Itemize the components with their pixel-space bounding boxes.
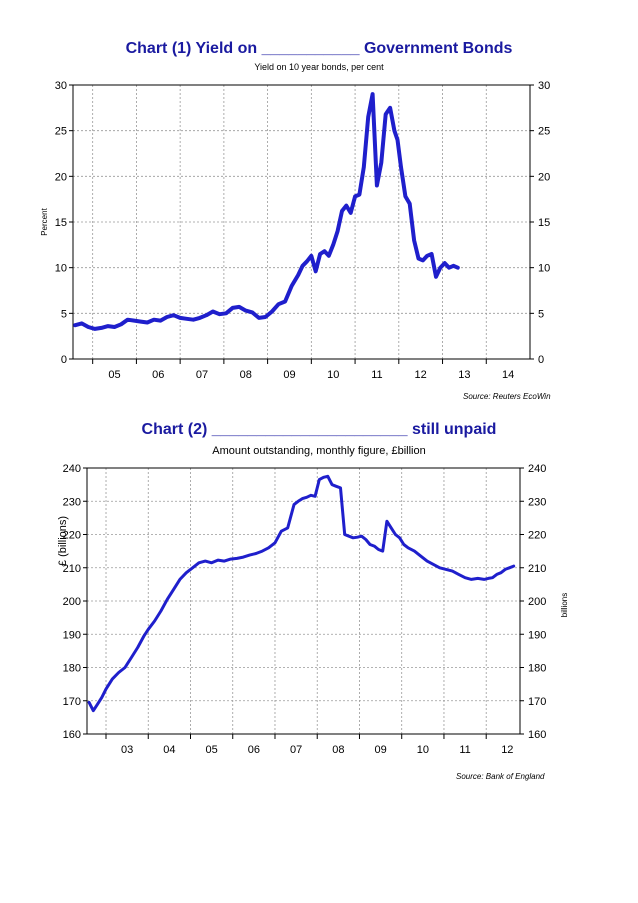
chart2-ytick-label-right: 230	[528, 496, 546, 508]
chart2-ylabel-right: billions	[560, 593, 569, 617]
chart2-ytick-label-right: 180	[528, 663, 546, 675]
chart1-ylabel: Percent	[40, 207, 49, 235]
chart2-xtick-label: 04	[163, 744, 175, 756]
chart2-title: Chart (2) ______________________ still u…	[141, 421, 497, 438]
chart2-ytick-label-right: 210	[528, 563, 546, 575]
chart1-ytick-label-left: 30	[55, 80, 67, 92]
chart1-ytick-label-right: 5	[538, 308, 544, 320]
chart1-ytick-label-right: 20	[538, 171, 550, 183]
chart2-ytick-label-left: 230	[63, 496, 81, 508]
chart1-xtick-label: 05	[108, 369, 120, 381]
chart2-ytick-label-right: 170	[528, 696, 546, 708]
chart1-xtick-label: 10	[327, 369, 339, 381]
chart2-ytick-label-right: 160	[528, 729, 546, 741]
chart1-ytick-label-right: 10	[538, 263, 550, 275]
chart2-series-line	[87, 474, 516, 713]
chart2-ytick-label-right: 220	[528, 530, 546, 542]
chart1-xtick-label: 08	[240, 369, 252, 381]
chart1-ytick-label-right: 25	[538, 126, 550, 138]
chart1-xtick-label: 07	[196, 369, 208, 381]
chart2-ytick-label-right: 240	[528, 463, 546, 475]
chart2-ytick-label-left: 210	[63, 563, 81, 575]
chart2-ytick-label-left: 190	[63, 629, 81, 641]
chart2-ytick-label-left: 220	[63, 530, 81, 542]
chart1-xtick-label: 11	[371, 369, 382, 381]
chart1-ytick-label-left: 0	[61, 354, 67, 366]
chart2-ytick-label-left: 170	[63, 696, 81, 708]
chart2-ylabel: £ (billions)	[57, 516, 69, 566]
chart2-ytick-label-left: 160	[63, 729, 81, 741]
chart2-ytick-label-right: 200	[528, 596, 546, 608]
chart2-xtick-label: 07	[290, 744, 302, 756]
chart2-ytick-label-right: 190	[528, 629, 546, 641]
chart1-subtitle: Yield on 10 year bonds, per cent	[254, 62, 384, 72]
chart1-title: Chart (1) Yield on ___________ Governmen…	[125, 40, 513, 57]
chart1-xtick-label: 13	[458, 369, 470, 381]
chart2-ytick-label-left: 240	[63, 463, 81, 475]
chart1-ytick-label-right: 30	[538, 80, 550, 92]
chart1-ytick-label-right: 0	[538, 354, 544, 366]
chart2-xtick-label: 08	[332, 744, 344, 756]
chart1-ytick-label-left: 15	[55, 217, 67, 229]
chart1-series-line	[73, 92, 460, 331]
chart1-frame	[72, 84, 531, 360]
chart2-xtick-label: 09	[374, 744, 386, 756]
chart1-xtick-label: 12	[415, 369, 427, 381]
chart2-xtick-label: 10	[417, 744, 429, 756]
chart1-xtick-label: 09	[283, 369, 295, 381]
chart2-xtick-label: 05	[205, 744, 217, 756]
chart1-ytick-label-right: 15	[538, 217, 550, 229]
chart2-xtick-label: 06	[248, 744, 260, 756]
chart1-source: Source: Reuters EcoWin	[463, 392, 551, 401]
chart1-xtick-label: 14	[502, 369, 514, 381]
chart1-ytick-label-left: 5	[61, 308, 67, 320]
chart2-source: Source: Bank of England	[456, 772, 545, 781]
chart2-xtick-label: 11	[459, 744, 470, 756]
chart2-frame	[86, 467, 521, 735]
chart2-ytick-label-left: 200	[63, 596, 81, 608]
chart1-ytick-label-left: 10	[55, 263, 67, 275]
chart1-ytick-label-left: 25	[55, 126, 67, 138]
chart1-xtick-label: 06	[152, 369, 164, 381]
chart2-ytick-label-left: 180	[63, 663, 81, 675]
chart2-xtick-label: 12	[501, 744, 513, 756]
chart2-subtitle: Amount outstanding, monthly figure, £bil…	[212, 445, 426, 457]
chart2-xtick-label: 03	[121, 744, 133, 756]
chart1-ytick-label-left: 20	[55, 171, 67, 183]
